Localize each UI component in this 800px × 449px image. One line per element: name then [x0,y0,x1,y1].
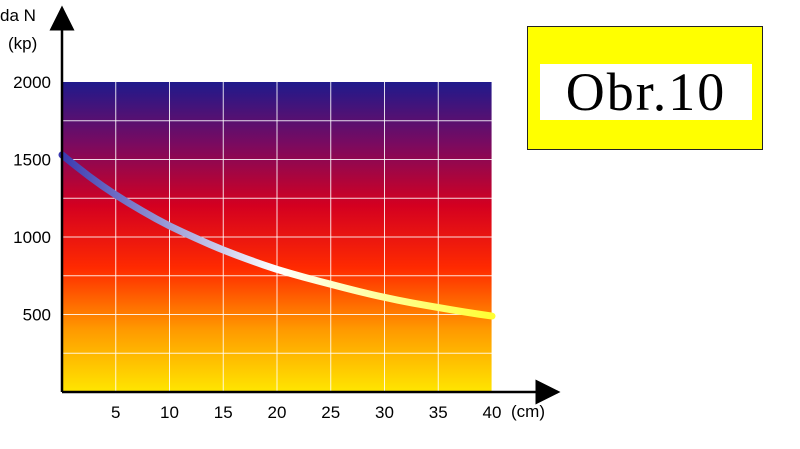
x-tick-label: 15 [214,403,233,422]
figure-label-panel: Obr.10 [540,64,752,120]
figure-label: Obr.10 [565,62,727,122]
y-tick-label: 2000 [13,73,51,92]
tick-labels: 5 10 15 20 25 30 35 40 500 1000 1500 2000 [13,73,501,422]
y-tick-label: 1500 [13,151,51,170]
x-tick-label: 25 [321,403,340,422]
data-series-line [58,151,496,320]
x-tick-label: 35 [429,403,448,422]
x-tick-label: 10 [160,403,179,422]
grid-lines [62,82,493,392]
x-tick-label: 20 [268,403,287,422]
y-axis-label-unit: da N [0,6,36,25]
figure-label-box: Obr.10 [527,26,763,150]
y-axis-label-unit-alt: (kp) [8,34,37,53]
x-axis-label: (cm) [511,402,545,421]
y-tick-label: 1000 [13,228,51,247]
y-tick-label: 500 [23,306,51,325]
x-tick-label: 40 [483,403,502,422]
x-tick-label: 30 [375,403,394,422]
x-tick-label: 5 [111,403,120,422]
